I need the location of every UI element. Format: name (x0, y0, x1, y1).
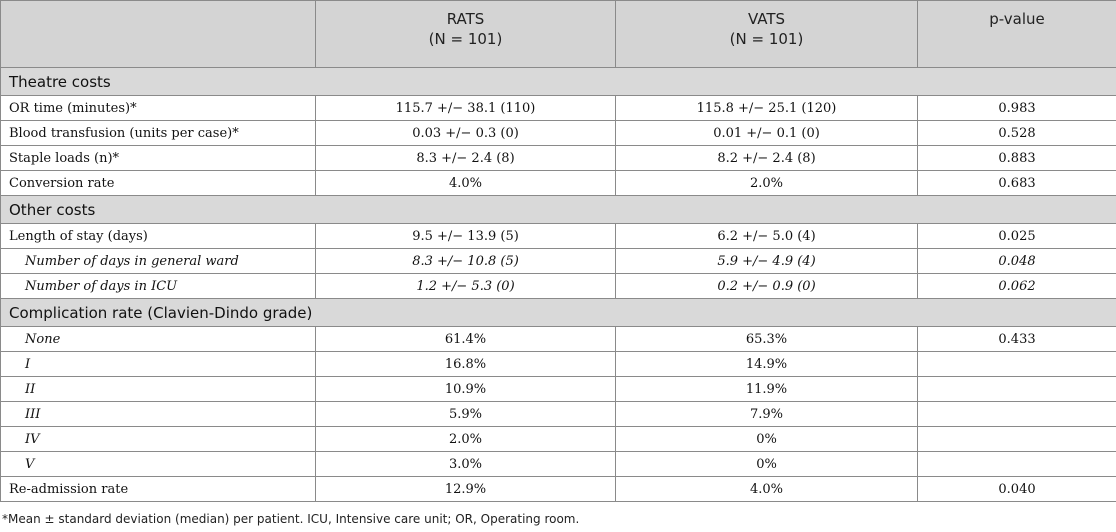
section-row-other: Other costs (0, 195, 1116, 224)
p-value: 0.528 (917, 120, 1116, 146)
vats-value: 115.8 +/− 25.1 (120) (615, 95, 918, 121)
rats-value: 61.4% (315, 326, 616, 352)
table-row: Number of days in general ward 8.3 +/− 1… (0, 248, 1116, 274)
table-row: Number of days in ICU 1.2 +/− 5.3 (0) 0.… (0, 273, 1116, 299)
row-label: Conversion rate (0, 170, 316, 196)
vats-value: 14.9% (615, 351, 918, 377)
vats-value: 7.9% (615, 401, 918, 427)
table-row: OR time (minutes)* 115.7 +/− 38.1 (110) … (0, 95, 1116, 121)
p-value (917, 376, 1116, 402)
row-label: Number of days in general ward (0, 248, 316, 274)
header-rats-label: RATS (446, 10, 485, 28)
table-row: V 3.0% 0% (0, 451, 1116, 477)
p-value: 0.983 (917, 95, 1116, 121)
row-label: III (0, 401, 316, 427)
table-row: III 5.9% 7.9% (0, 401, 1116, 427)
rats-value: 10.9% (315, 376, 616, 402)
row-label: Blood transfusion (units per case)* (0, 120, 316, 146)
table-row: Staple loads (n)* 8.3 +/− 2.4 (8) 8.2 +/… (0, 145, 1116, 171)
vats-value: 65.3% (615, 326, 918, 352)
table-row: II 10.9% 11.9% (0, 376, 1116, 402)
rats-value: 1.2 +/− 5.3 (0) (315, 273, 616, 299)
section-row-theatre: Theatre costs (0, 67, 1116, 96)
section-row-complication: Complication rate (Clavien-Dindo grade) (0, 298, 1116, 327)
rats-value: 12.9% (315, 476, 616, 502)
header-vats-label: VATS (747, 10, 786, 28)
p-value: 0.683 (917, 170, 1116, 196)
p-value (917, 351, 1116, 377)
section-title-theatre: Theatre costs (0, 67, 1116, 96)
p-value (917, 451, 1116, 477)
rats-value: 4.0% (315, 170, 616, 196)
table-row: IV 2.0% 0% (0, 426, 1116, 452)
p-value: 0.040 (917, 476, 1116, 502)
rats-value: 2.0% (315, 426, 616, 452)
vats-value: 0% (615, 451, 918, 477)
vats-value: 0.2 +/− 0.9 (0) (615, 273, 918, 299)
p-value: 0.062 (917, 273, 1116, 299)
row-label: Re-admission rate (0, 476, 316, 502)
row-label: II (0, 376, 316, 402)
row-label: OR time (minutes)* (0, 95, 316, 121)
p-value: 0.025 (917, 223, 1116, 249)
p-value (917, 426, 1116, 452)
table-header-row: RATS (N = 101) VATS (N = 101) p-value (0, 0, 1116, 68)
rats-value: 8.3 +/− 10.8 (5) (315, 248, 616, 274)
p-value (917, 401, 1116, 427)
p-value: 0.433 (917, 326, 1116, 352)
rats-value: 0.03 +/− 0.3 (0) (315, 120, 616, 146)
vats-value: 5.9 +/− 4.9 (4) (615, 248, 918, 274)
section-title-complication: Complication rate (Clavien-Dindo grade) (0, 298, 1116, 327)
table-row: None 61.4% 65.3% 0.433 (0, 326, 1116, 352)
rats-value: 9.5 +/− 13.9 (5) (315, 223, 616, 249)
header-rats: RATS (N = 101) (315, 0, 616, 68)
rats-value: 3.0% (315, 451, 616, 477)
rats-value: 115.7 +/− 38.1 (110) (315, 95, 616, 121)
table-footnote: *Mean ± standard deviation (median) per … (2, 512, 580, 526)
header-vats: VATS (N = 101) (615, 0, 918, 68)
header-rats-n: (N = 101) (428, 30, 503, 48)
table-row: Re-admission rate 12.9% 4.0% 0.040 (0, 476, 1116, 502)
vats-value: 6.2 +/− 5.0 (4) (615, 223, 918, 249)
row-label: Number of days in ICU (0, 273, 316, 299)
vats-value: 4.0% (615, 476, 918, 502)
vats-value: 8.2 +/− 2.4 (8) (615, 145, 918, 171)
table-row: Conversion rate 4.0% 2.0% 0.683 (0, 170, 1116, 196)
row-label: Staple loads (n)* (0, 145, 316, 171)
row-label: Length of stay (days) (0, 223, 316, 249)
table-row: Length of stay (days) 9.5 +/− 13.9 (5) 6… (0, 223, 1116, 249)
p-value: 0.048 (917, 248, 1116, 274)
p-value: 0.883 (917, 145, 1116, 171)
results-table: RATS (N = 101) VATS (N = 101) p-value Th… (0, 0, 1116, 502)
vats-value: 0.01 +/− 0.1 (0) (615, 120, 918, 146)
row-label: V (0, 451, 316, 477)
header-pvalue: p-value (917, 0, 1116, 68)
header-blank-cell (0, 0, 316, 68)
vats-value: 11.9% (615, 376, 918, 402)
rats-value: 5.9% (315, 401, 616, 427)
rats-value: 8.3 +/− 2.4 (8) (315, 145, 616, 171)
table-row: Blood transfusion (units per case)* 0.03… (0, 120, 1116, 146)
row-label: None (0, 326, 316, 352)
table-row: I 16.8% 14.9% (0, 351, 1116, 377)
vats-value: 2.0% (615, 170, 918, 196)
row-label: IV (0, 426, 316, 452)
header-vats-n: (N = 101) (729, 30, 804, 48)
section-title-other: Other costs (0, 195, 1116, 224)
rats-value: 16.8% (315, 351, 616, 377)
row-label: I (0, 351, 316, 377)
vats-value: 0% (615, 426, 918, 452)
